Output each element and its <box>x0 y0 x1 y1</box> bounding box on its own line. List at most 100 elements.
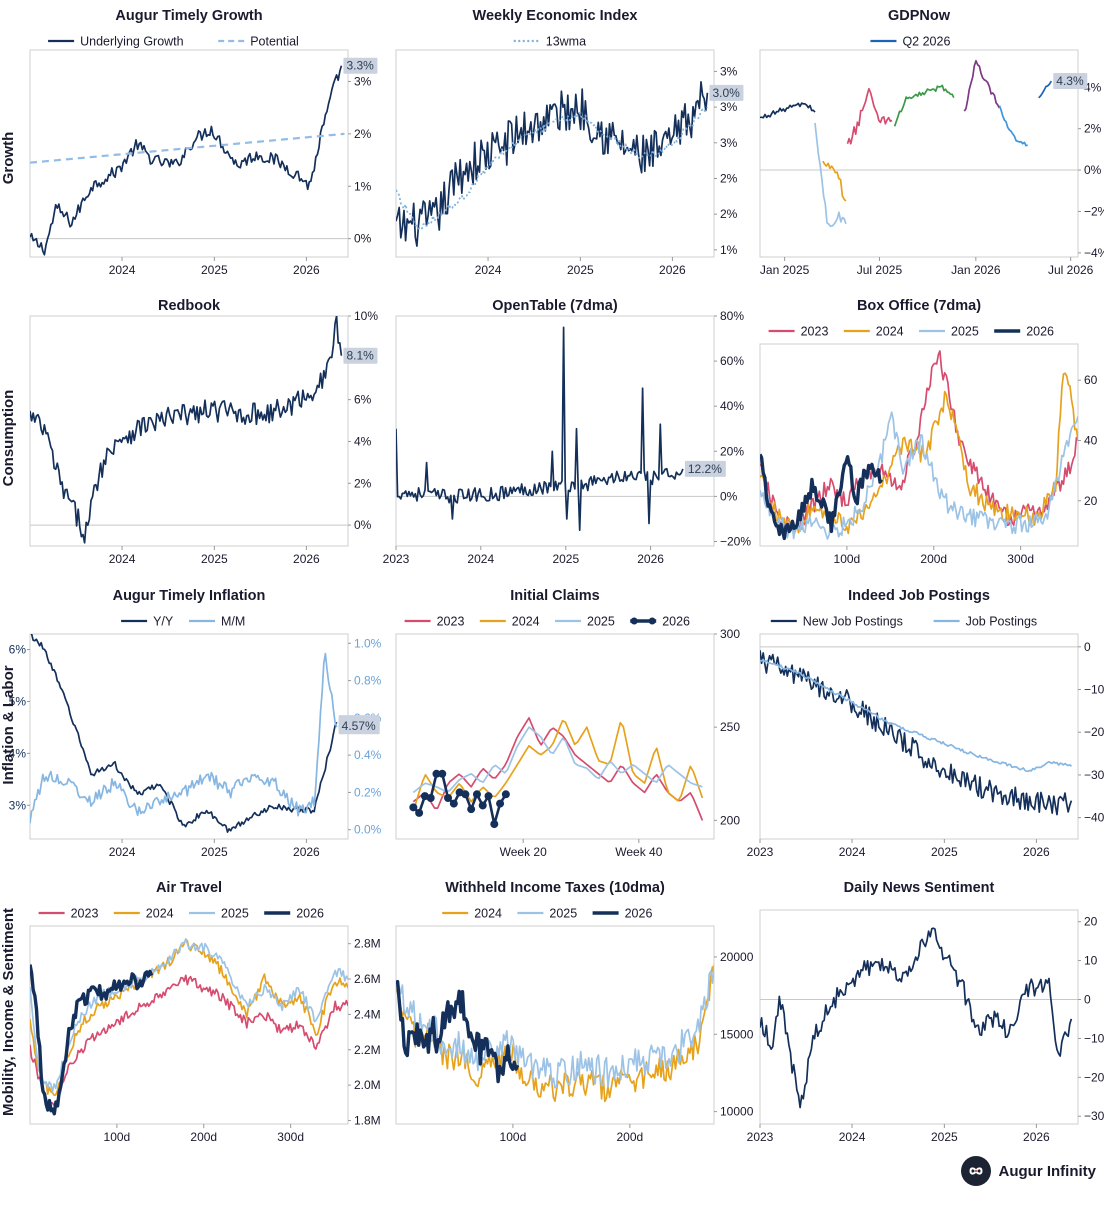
x-tick-label: Jul 2026 <box>1048 263 1094 277</box>
y-tick-label: −30 <box>1084 768 1104 782</box>
y-tick-label: 10000 <box>720 1105 754 1119</box>
chart-title: Weekly Economic Index <box>473 8 638 24</box>
y-tick-label: 6% <box>9 643 27 657</box>
series-point-2026 <box>449 799 458 808</box>
y-tick-label: 200 <box>720 813 740 827</box>
x-tick-label: 2026 <box>637 552 664 566</box>
series-point-2026 <box>472 790 481 799</box>
plot-area <box>760 350 1078 541</box>
y-tick-label: 4% <box>1084 80 1102 94</box>
legend-marker <box>630 617 638 625</box>
row-label-inflation-labor: Inflation & Labor <box>0 665 17 785</box>
chart-withheld-income-taxes-10dma: Withheld Income Taxes (10dma) 2024 2025 202… <box>395 880 754 1144</box>
plot-frame <box>395 925 715 1125</box>
y-tick-label: 4% <box>354 434 372 448</box>
y-tick-label: 40 <box>1084 433 1098 447</box>
chart-legend: 2023 2024 2025 2026 <box>38 907 324 921</box>
x-tick-label: 200d <box>616 1130 643 1144</box>
series-point-2026 <box>438 769 447 778</box>
series-line-segment-0 <box>396 81 709 247</box>
legend-label-2026: 2026 <box>296 907 324 921</box>
y-tick-label: −40 <box>1084 811 1104 825</box>
x-tick-label: 2025 <box>201 845 228 859</box>
y-tick-label: −10 <box>1084 1031 1104 1045</box>
series-point-2026 <box>490 820 499 829</box>
y-tick-label: 1% <box>354 179 372 193</box>
legend-label-q2-2026: Q2 2026 <box>902 35 950 49</box>
x-tick-label: 2024 <box>839 845 866 859</box>
series-line-segment-0 <box>760 927 1073 1109</box>
series-line-2025 <box>412 726 703 794</box>
x-tick-label: 2026 <box>293 845 320 859</box>
y-tick-label: 80% <box>720 309 744 323</box>
series-point-2026 <box>461 790 470 799</box>
series-line-job-postings <box>760 658 1073 773</box>
y2-tick-label: 0.2% <box>354 785 382 799</box>
y-tick-label: 3% <box>9 798 27 812</box>
x-tick-label: 2024 <box>109 845 136 859</box>
legend-label-y-y: Y/Y <box>153 615 174 629</box>
x-tick-label: 2025 <box>931 845 958 859</box>
series-line-segment-1 <box>814 122 847 228</box>
last-value-label: 3.3% <box>346 59 374 73</box>
plot-area <box>760 927 1073 1109</box>
x-tick-label: Jan 2025 <box>760 263 810 277</box>
y-tick-label: 6% <box>354 393 372 407</box>
chart-legend: 2024 2025 2026 <box>442 907 652 921</box>
chart-legend: Y/Y M/M <box>121 615 245 629</box>
y-tick-label: 0% <box>354 232 372 246</box>
x-tick-label: 2024 <box>109 263 136 277</box>
chart-title: Withheld Income Taxes (10dma) <box>445 880 665 896</box>
y2-tick-label: 1.0% <box>354 636 382 650</box>
x-tick-label: 2024 <box>467 552 494 566</box>
legend-label-2024: 2024 <box>474 907 502 921</box>
plot-area <box>409 717 704 829</box>
y-tick-label: −10 <box>1084 683 1104 697</box>
series-line-segment-0 <box>396 326 684 532</box>
legend-label-2024: 2024 <box>876 325 904 339</box>
x-tick-label: Jan 2026 <box>951 263 1001 277</box>
series-point-2026 <box>467 805 476 814</box>
x-tick-label: 100d <box>104 1130 131 1144</box>
plot-frame <box>29 315 349 547</box>
plot-frame <box>395 633 715 840</box>
chart-augur-timely-growth: Augur Timely Growth Underlying Growth Pote… <box>29 8 378 277</box>
plot-area <box>396 964 714 1103</box>
series-line-potential <box>30 132 345 164</box>
series-point-2026 <box>426 794 435 802</box>
legend-label-m-m: M/M <box>221 615 245 629</box>
series-line-2026 <box>760 453 884 541</box>
y-tick-label: 250 <box>720 720 740 734</box>
x-tick-label: 2026 <box>659 263 686 277</box>
row-label-growth: Growth <box>0 131 17 185</box>
plot-frame <box>395 49 715 258</box>
last-value-badge <box>343 347 378 364</box>
y-tick-label: 40% <box>720 399 744 413</box>
chart-opentable-7dma: OpenTable (7dma) 2023 2024 2025 2026 −20% 0% 20… <box>383 298 752 566</box>
brand-name: Augur Infinity <box>998 1162 1097 1180</box>
plot-frame <box>29 49 349 258</box>
series-line-segment-2 <box>822 160 847 202</box>
y-tick-label: 4% <box>9 746 27 760</box>
x-tick-label: 200d <box>190 1130 217 1144</box>
plot-area <box>30 938 348 1116</box>
y-tick-label: 2.4M <box>354 1007 381 1021</box>
x-tick-label: 2025 <box>552 552 579 566</box>
plot-frame <box>759 343 1079 547</box>
plot-area <box>30 316 343 544</box>
y-tick-label: 2.8M <box>354 937 381 951</box>
series-line-2025 <box>760 411 1078 540</box>
x-tick-label: 300d <box>277 1130 304 1144</box>
x-tick-label: 2024 <box>475 263 502 277</box>
legend-label-new-job-postings: New Job Postings <box>803 615 903 629</box>
y-tick-label: 20 <box>1084 494 1098 508</box>
x-tick-label: 2025 <box>931 1130 958 1144</box>
legend-label-2025: 2025 <box>221 907 249 921</box>
chart-legend: New Job Postings Job Postings <box>770 615 1037 629</box>
last-value-badge <box>343 57 378 74</box>
x-tick-label: 2026 <box>1023 1130 1050 1144</box>
y-tick-label: −20 <box>1084 1070 1104 1084</box>
series-line-y-y <box>30 634 338 833</box>
